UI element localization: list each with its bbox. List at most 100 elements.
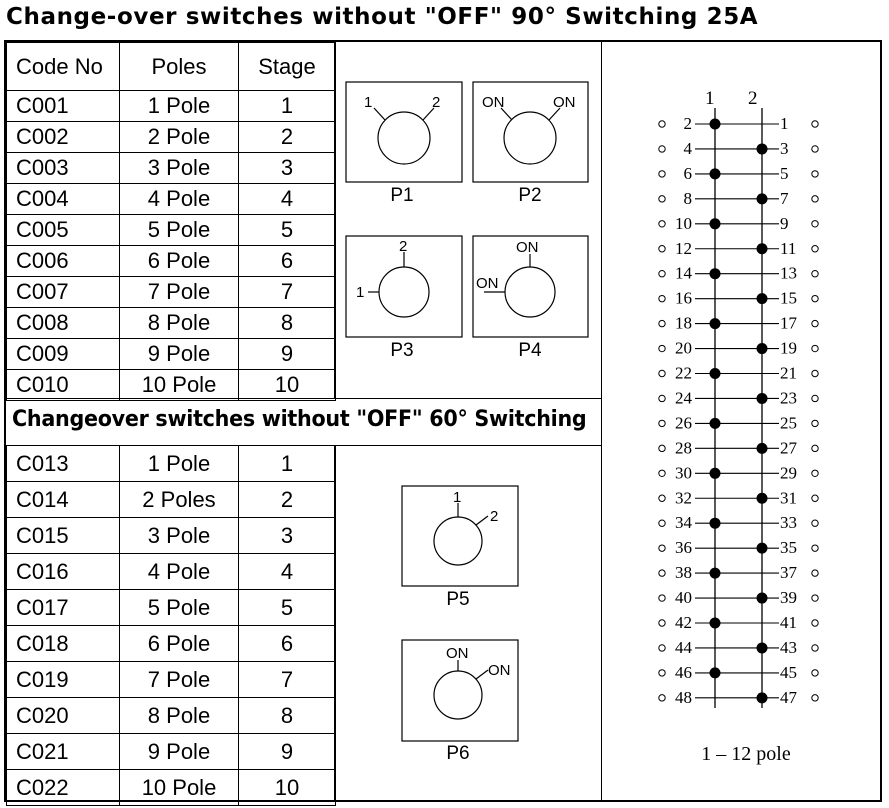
stage-cell: 5 — [238, 214, 336, 246]
contact-dot — [756, 692, 768, 704]
contact-row: 24 23 — [658, 388, 819, 407]
code-cell: C006 — [6, 245, 120, 277]
contact-dot — [709, 218, 721, 230]
contact-dot — [756, 492, 768, 504]
table-row: C014 2 Poles 2 — [6, 481, 336, 518]
terminal-right-icon — [811, 594, 819, 602]
contact-dot — [709, 567, 721, 579]
terminal-left-icon — [658, 270, 666, 278]
poles-cell: 6 Pole — [119, 625, 239, 662]
contact-dot — [756, 542, 768, 554]
stage-cell: 7 — [238, 276, 336, 308]
terminal-left-icon — [658, 619, 666, 627]
terminal-left-icon — [658, 494, 666, 502]
table-row: C009 9 Pole 9 — [6, 338, 336, 370]
contact-row: 32 31 — [658, 488, 819, 507]
p5-pos-b: 2 — [490, 508, 498, 525]
terminal-right-icon — [811, 145, 819, 153]
contact-dot — [709, 667, 721, 679]
terminal-right-number: 35 — [780, 538, 797, 557]
table-row: C005 5 Pole 5 — [6, 214, 336, 246]
contact-dot — [756, 343, 768, 355]
terminal-right-icon — [811, 170, 819, 178]
poles-cell: 5 Pole — [119, 589, 239, 626]
table-row: C013 1 Pole 1 — [6, 445, 336, 482]
header-stage: Stage — [238, 42, 336, 91]
stage-cell: 2 — [238, 481, 336, 518]
contact-dot — [756, 592, 768, 604]
poles-cell: 10 Pole — [119, 369, 239, 401]
terminal-right-icon — [811, 120, 819, 128]
p6-label: P6 — [446, 743, 470, 764]
contact-dot — [709, 318, 721, 330]
terminal-left-number: 4 — [684, 139, 693, 158]
terminal-right-icon — [811, 319, 819, 328]
terminal-right-number: 19 — [780, 339, 797, 358]
terminal-left-number: 36 — [675, 538, 692, 557]
terminal-left-icon — [658, 594, 666, 602]
terminal-right-number: 43 — [780, 638, 797, 657]
terminal-right-number: 39 — [780, 588, 797, 607]
terminal-right-number: 37 — [780, 563, 798, 582]
stage-cell: 9 — [238, 733, 336, 770]
code-cell: C008 — [6, 307, 120, 339]
terminal-left-number: 8 — [684, 189, 693, 208]
contact-row: 34 33 — [658, 513, 819, 532]
contact-dot — [756, 143, 768, 155]
terminal-right-number: 47 — [780, 688, 798, 707]
table-row: C004 4 Pole 4 — [6, 183, 336, 215]
terminal-left-number: 12 — [675, 239, 692, 258]
p2-label: P2 — [518, 185, 542, 206]
stage-cell: 1 — [238, 445, 336, 482]
p3-pos-a: 2 — [399, 238, 407, 255]
table-row: C002 2 Pole 2 — [6, 121, 336, 153]
contact-row: 14 13 — [658, 264, 819, 283]
contact-dot — [756, 193, 768, 205]
terminal-right-icon — [811, 669, 819, 677]
code-cell: C013 — [6, 445, 120, 482]
table-row: C016 4 Pole 4 — [6, 553, 336, 590]
terminal-right-number: 15 — [780, 289, 797, 308]
terminal-left-number: 30 — [675, 463, 692, 482]
p1-pos-b: 2 — [432, 94, 440, 111]
p6-pos-b: ON — [488, 662, 511, 679]
poles-cell: 9 Pole — [119, 338, 239, 370]
terminal-left-number: 18 — [675, 314, 692, 333]
contact-row: 48 47 — [658, 688, 819, 707]
terminal-left-icon — [658, 444, 666, 453]
terminal-left-number: 48 — [675, 688, 692, 707]
p4-label: P4 — [518, 340, 542, 361]
terminal-right-icon — [811, 644, 819, 652]
code-cell: C019 — [6, 661, 120, 698]
right-column-divider — [601, 42, 602, 800]
poles-cell: 1 Pole — [119, 90, 239, 122]
terminal-right-icon — [811, 220, 819, 228]
contact-row: 20 19 — [658, 339, 819, 358]
terminal-right-icon — [811, 394, 819, 403]
terminal-left-number: 22 — [675, 364, 692, 383]
code-cell: C020 — [6, 697, 120, 734]
poles-cell: 10 Pole — [119, 769, 239, 806]
contact-row: 28 27 — [658, 438, 819, 457]
code-cell: C009 — [6, 338, 120, 370]
poles-cell: 3 Pole — [119, 517, 239, 554]
contact-dot — [709, 168, 721, 180]
stage-cell: 3 — [238, 152, 336, 184]
terminal-left-number: 24 — [675, 388, 693, 407]
terminal-right-number: 41 — [780, 613, 797, 632]
terminal-left-icon — [658, 294, 666, 303]
terminal-right-number: 23 — [780, 388, 797, 407]
terminal-right-number: 17 — [780, 314, 798, 333]
terminal-left-number: 16 — [675, 289, 692, 308]
stage-cell: 8 — [238, 307, 336, 339]
poles-cell: 5 Pole — [119, 214, 239, 246]
terminal-left-number: 20 — [675, 339, 692, 358]
terminal-right-icon — [811, 694, 819, 702]
contact-dot — [709, 368, 721, 379]
terminal-right-icon — [811, 195, 819, 203]
